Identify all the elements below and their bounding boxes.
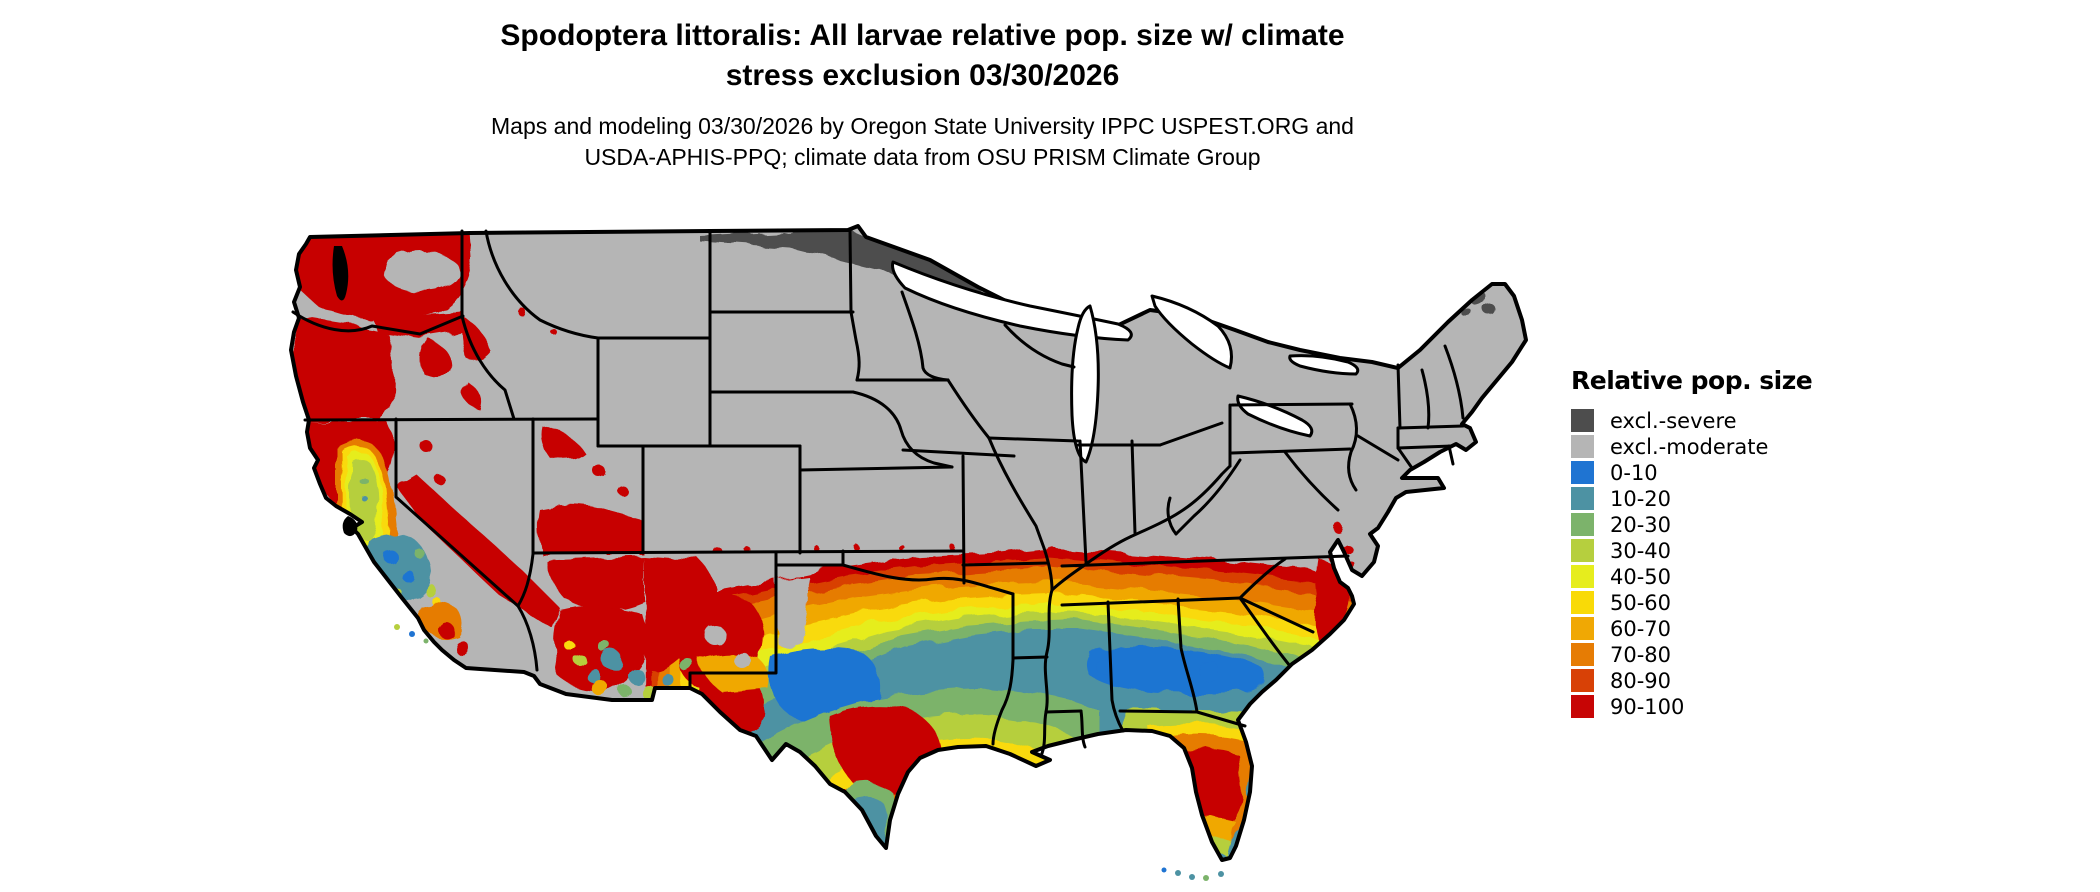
legend-item-0-10: 0-10 [1571,460,1831,485]
legend-item-70-80: 70-80 [1571,642,1831,667]
florida-keys [1161,867,1224,881]
legend-item-20-30: 20-30 [1571,512,1831,537]
subtitle-line-2: USDA-APHIS-PPQ; climate data from OSU PR… [584,144,1261,171]
title-line-2: stress exclusion 03/30/2026 [725,58,1120,92]
legend-item-excl-moderate: excl.-moderate [1571,434,1831,459]
legend-item-40-50: 40-50 [1571,564,1831,589]
puget-sound [332,246,349,301]
legend-label: 40-50 [1610,564,1672,589]
legend-label: 10-20 [1610,486,1672,511]
legend-label: excl.-moderate [1610,434,1769,459]
legend-label: 0-10 [1610,460,1658,485]
title-line-1: Spodoptera littoralis: All larvae relati… [500,19,1345,52]
legend-swatch [1571,409,1594,432]
lake-huron [1150,294,1233,370]
legend-rows: excl.-severe excl.-moderate 0-10 10-20 2… [1571,408,1831,719]
legend-item-30-40: 30-40 [1571,538,1831,563]
title-block: Spodoptera littoralis: All larvae relati… [0,16,1845,173]
san-francisco-bay [342,516,358,537]
legend-swatch [1571,513,1594,536]
legend-item-60-70: 60-70 [1571,616,1831,641]
channel-islands [394,624,429,644]
legend-swatch [1571,695,1594,718]
legend-label: 60-70 [1610,616,1672,641]
legend-item-90-100: 90-100 [1571,694,1831,719]
lake-michigan [1070,304,1100,464]
legend-item-excl-severe: excl.-severe [1571,408,1831,433]
legend-item-50-60: 50-60 [1571,590,1831,615]
legend-label: 20-30 [1610,512,1672,537]
legend-swatch [1571,617,1594,640]
legend-label: 30-40 [1610,538,1672,563]
legend-label: 90-100 [1610,694,1685,719]
legend-swatch [1571,461,1594,484]
state-borders [291,229,1465,758]
lake-ontario [1288,354,1360,376]
legend-swatch [1571,591,1594,614]
legend: Relative pop. size excl.-severe excl.-mo… [1571,366,1831,719]
lake-superior [891,260,1133,342]
legend-swatch [1571,565,1594,588]
legend-swatch [1571,669,1594,692]
subtitle-line-1: Maps and modeling 03/30/2026 by Oregon S… [491,113,1354,140]
map-subtitle: Maps and modeling 03/30/2026 by Oregon S… [0,111,1845,173]
page-title: Spodoptera littoralis: All larvae relati… [0,16,1845,95]
legend-label: 50-60 [1610,590,1672,615]
legend-label: 80-90 [1610,668,1672,693]
legend-swatch [1571,539,1594,562]
legend-item-80-90: 80-90 [1571,668,1831,693]
coastal-details [332,246,1224,881]
legend-swatch [1571,435,1594,458]
great-lakes [891,260,1360,464]
legend-label: excl.-severe [1610,408,1737,433]
legend-swatch [1571,487,1594,510]
legend-item-10-20: 10-20 [1571,486,1831,511]
legend-title: Relative pop. size [1571,366,1813,395]
legend-label: 70-80 [1610,642,1672,667]
legend-swatch [1571,643,1594,666]
